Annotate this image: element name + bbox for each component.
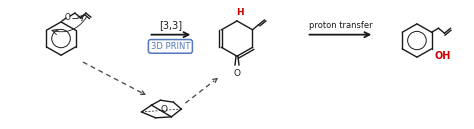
Text: [3,3]: [3,3]	[159, 20, 182, 30]
Text: proton transfer: proton transfer	[309, 21, 372, 30]
Text: O: O	[234, 69, 240, 78]
Text: O: O	[65, 13, 71, 22]
Text: OH: OH	[435, 51, 451, 61]
Text: 3D PRINT: 3D PRINT	[151, 42, 190, 51]
Text: H: H	[236, 8, 244, 17]
Text: O: O	[161, 106, 168, 115]
